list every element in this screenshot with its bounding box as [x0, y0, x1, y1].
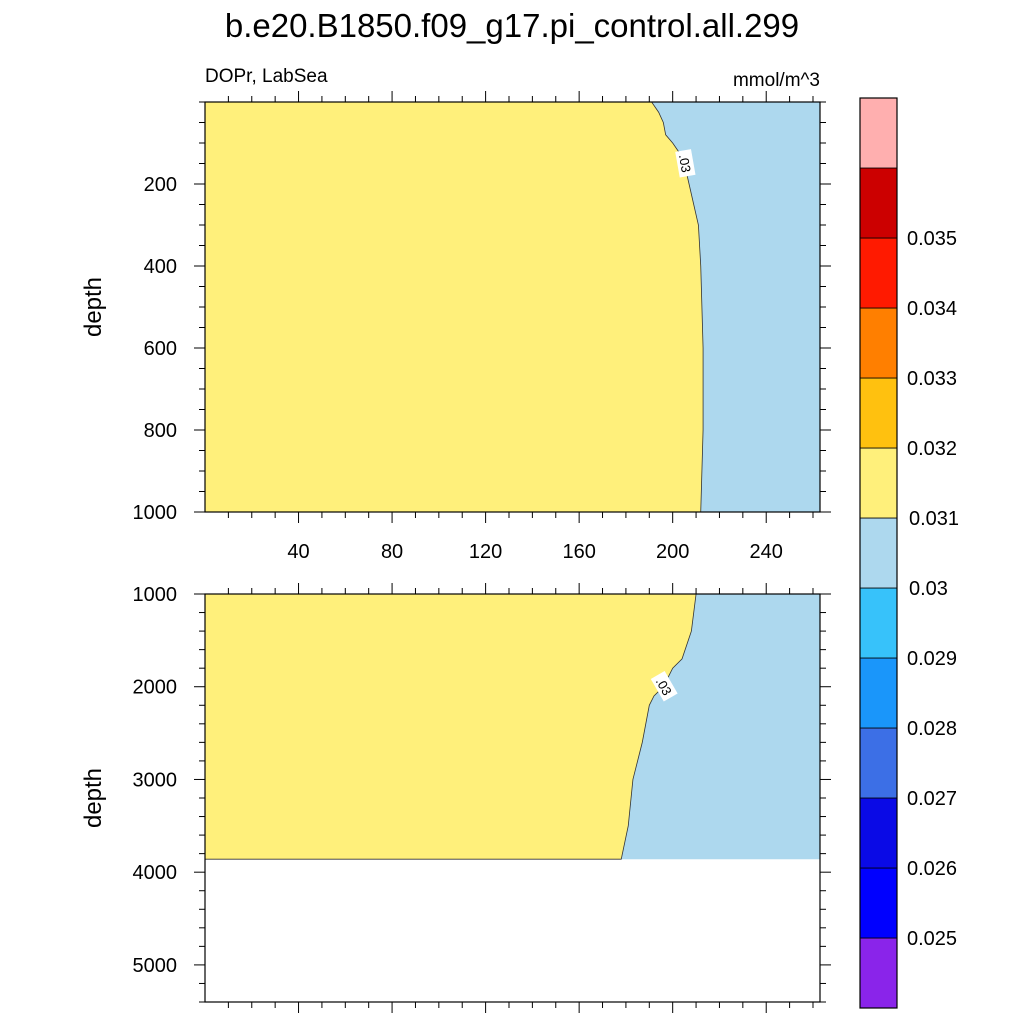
- y-tick-label: 400: [144, 256, 177, 278]
- upper-axis-ticks: 200 400 600 800 1000 40 80 120 160 200 240: [133, 91, 831, 563]
- colorbar-swatch: [859, 237, 898, 309]
- colorbar-swatch: [859, 867, 898, 939]
- y-tick-label: 600: [144, 338, 177, 360]
- colorbar-swatch: [859, 517, 898, 589]
- colorbar-swatch: [859, 937, 898, 1009]
- upper-y-axis-label: depth: [80, 277, 107, 337]
- colorbar-label: 0.029: [907, 648, 957, 670]
- lower-y-axis-label: depth: [80, 768, 107, 828]
- lower-axis-ticks: 1000 2000 3000 4000 5000: [133, 583, 831, 1013]
- x-tick-label: 200: [656, 541, 689, 563]
- y-tick-label: 3000: [133, 769, 178, 791]
- colorbar-swatch: [859, 447, 898, 519]
- colorbar-swatch: [859, 377, 898, 449]
- colorbar-swatch: [859, 797, 898, 869]
- contour-line-label: .03: [675, 149, 696, 178]
- colorbar-label: 0.034: [907, 298, 957, 320]
- x-tick-label: 40: [287, 541, 309, 563]
- contour-label-text: .03: [676, 153, 694, 173]
- y-tick-label: 2000: [133, 677, 178, 699]
- y-tick-label: 1000: [133, 502, 178, 524]
- colorbar-label: 0.031: [909, 508, 959, 530]
- upper-contour-panel: 200 400 600 800 1000 40 80 120 160 200 240 depth .…: [80, 91, 831, 563]
- y-tick-label: 800: [144, 420, 177, 442]
- lower-region-030-031: [204, 593, 697, 860]
- colorbar-label: 0.028: [907, 718, 957, 740]
- colorbar-swatch: [859, 167, 898, 239]
- y-tick-label: 1000: [133, 584, 178, 606]
- colorbar-swatch: [859, 307, 898, 379]
- colorbar-label: 0.025: [907, 928, 957, 950]
- lower-plot-frame: [204, 593, 821, 1003]
- units-label: mmol/m^3: [733, 70, 820, 91]
- x-tick-label: 240: [750, 541, 783, 563]
- colorbar-swatch: [859, 587, 898, 659]
- colorbar-swatch: [859, 727, 898, 799]
- colorbar-swatch: [859, 97, 898, 169]
- y-tick-label: 200: [144, 174, 177, 196]
- x-tick-label: 120: [469, 541, 502, 563]
- colorbar-label: 0.026: [907, 858, 957, 880]
- upper-plot-frame: [204, 101, 821, 513]
- main-title: b.e20.B1850.f09_g17.pi_control.all.299: [225, 7, 799, 44]
- colorbar-label: 0.027: [907, 788, 957, 810]
- x-tick-label: 160: [562, 541, 595, 563]
- colorbar: 0.025 0.026 0.027 0.028 0.029 0.03 0.031 0.032 0…: [859, 97, 959, 1009]
- colorbar-label: 0.032: [907, 438, 957, 460]
- colorbar-label: 0.033: [907, 368, 957, 390]
- x-tick-label: 80: [381, 541, 403, 563]
- y-tick-label: 4000: [133, 862, 178, 884]
- colorbar-label: 0.035: [907, 228, 957, 250]
- y-tick-label: 5000: [133, 955, 178, 977]
- upper-region-030-031: [204, 101, 704, 513]
- variable-label: DOPr, LabSea: [205, 66, 328, 87]
- colorbar-label: 0.03: [909, 578, 948, 600]
- colorbar-swatch: [859, 657, 898, 729]
